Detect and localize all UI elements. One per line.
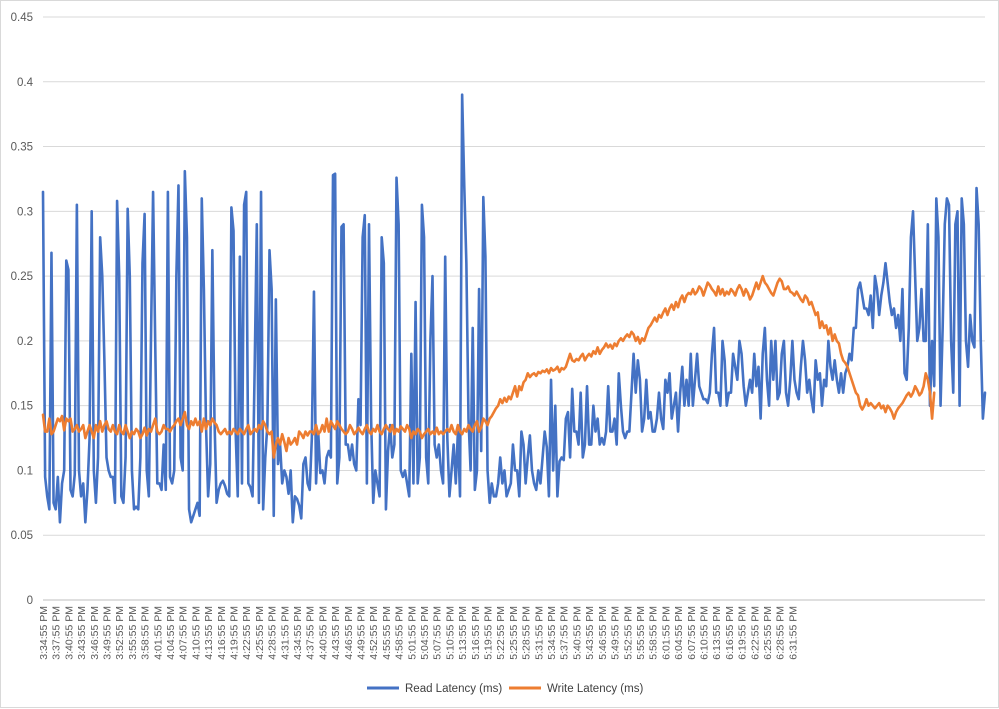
x-tick-label: 6:22:55 PM <box>749 606 761 660</box>
x-tick-label: 5:58:55 PM <box>648 606 660 660</box>
x-tick-label: 6:31:55 PM <box>787 606 799 660</box>
x-tick-label: 4:58:55 PM <box>394 606 406 660</box>
legend: Read Latency (ms) Write Latency (ms) <box>367 683 643 695</box>
x-tick-label: 4:31:55 PM <box>279 606 291 660</box>
x-tick-label: 6:28:55 PM <box>775 606 787 660</box>
x-tick-label: 5:43:55 PM <box>584 606 596 660</box>
x-tick-label: 4:52:55 PM <box>368 606 380 660</box>
y-tick-label: 0.15 <box>11 401 33 413</box>
x-tick-label: 5:19:55 PM <box>483 606 495 660</box>
x-tick-label: 6:10:55 PM <box>698 606 710 660</box>
x-tick-label: 3:43:55 PM <box>76 606 88 660</box>
x-tick-label: 5:37:55 PM <box>559 606 571 660</box>
x-tick-label: 4:19:55 PM <box>229 606 241 660</box>
x-tick-label: 3:40:55 PM <box>63 606 75 660</box>
x-tick-label: 5:13:55 PM <box>457 606 469 660</box>
y-tick-label: 0.35 <box>11 142 33 154</box>
x-tick-label: 5:01:55 PM <box>406 606 418 660</box>
x-tick-label: 4:34:55 PM <box>292 606 304 660</box>
x-tick-label: 4:22:55 PM <box>241 606 253 660</box>
x-tick-label: 4:10:55 PM <box>190 606 202 660</box>
x-tick-label: 3:55:55 PM <box>127 606 139 660</box>
x-tick-label: 4:07:55 PM <box>178 606 190 660</box>
x-tick-label: 5:07:55 PM <box>432 606 444 660</box>
legend-label-read: Read Latency (ms) <box>405 683 502 695</box>
x-tick-label: 3:34:55 PM <box>38 606 50 660</box>
x-axis-tick-labels: 3:34:55 PM 3:37:55 PM 3:40:55 PM 3:43:55 PM… <box>38 606 799 660</box>
y-tick-label: 0 <box>27 595 33 607</box>
x-tick-label: 4:04:55 PM <box>165 606 177 660</box>
x-tick-label: 5:28:55 PM <box>521 606 533 660</box>
x-tick-label: 5:04:55 PM <box>419 606 431 660</box>
y-axis-tick-labels: 0 0.05 0.1 0.15 0.2 0.25 0.3 0.35 0.4 0.45 <box>11 12 34 607</box>
x-tick-label: 5:10:55 PM <box>444 606 456 660</box>
x-tick-label: 4:49:55 PM <box>356 606 368 660</box>
x-tick-label: 3:46:55 PM <box>89 606 101 660</box>
series-line-read-latency <box>41 93 987 524</box>
x-tick-label: 6:13:55 PM <box>711 606 723 660</box>
series-lines <box>41 93 987 524</box>
x-tick-label: 4:55:55 PM <box>381 606 393 660</box>
x-tick-label: 3:49:55 PM <box>102 606 114 660</box>
y-tick-label: 0.1 <box>17 465 33 477</box>
x-tick-label: 4:37:55 PM <box>305 606 317 660</box>
y-tick-label: 0.25 <box>11 271 33 283</box>
x-tick-label: 4:28:55 PM <box>267 606 279 660</box>
x-tick-label: 6:07:55 PM <box>686 606 698 660</box>
x-tick-label: 4:16:55 PM <box>216 606 228 660</box>
legend-label-write: Write Latency (ms) <box>547 683 643 695</box>
x-tick-label: 6:25:55 PM <box>762 606 774 660</box>
x-tick-label: 5:46:55 PM <box>597 606 609 660</box>
series-line-write-latency <box>41 274 936 459</box>
x-tick-label: 5:16:55 PM <box>470 606 482 660</box>
x-tick-label: 5:31:55 PM <box>533 606 545 660</box>
x-tick-label: 6:19:55 PM <box>737 606 749 660</box>
x-tick-label: 5:55:55 PM <box>635 606 647 660</box>
x-tick-label: 3:37:55 PM <box>51 606 63 660</box>
x-tick-label: 4:43:55 PM <box>330 606 342 660</box>
x-tick-label: 5:25:55 PM <box>508 606 520 660</box>
x-tick-label: 6:01:55 PM <box>660 606 672 660</box>
x-tick-label: 3:58:55 PM <box>140 606 152 660</box>
x-tick-label: 5:34:55 PM <box>546 606 558 660</box>
x-tick-label: 3:52:55 PM <box>114 606 126 660</box>
x-tick-label: 4:13:55 PM <box>203 606 215 660</box>
y-tick-label: 0.3 <box>17 206 33 218</box>
x-tick-label: 6:04:55 PM <box>673 606 685 660</box>
x-tick-label: 5:22:55 PM <box>495 606 507 660</box>
x-tick-label: 4:01:55 PM <box>152 606 164 660</box>
y-tick-label: 0.05 <box>11 530 33 542</box>
y-tick-label: 0.45 <box>11 12 33 24</box>
y-tick-label: 0.2 <box>17 336 33 348</box>
x-tick-label: 6:16:55 PM <box>724 606 736 660</box>
y-tick-label: 0.4 <box>17 77 34 89</box>
x-tick-label: 5:49:55 PM <box>610 606 622 660</box>
x-tick-label: 4:25:55 PM <box>254 606 266 660</box>
x-tick-label: 5:52:55 PM <box>622 606 634 660</box>
x-tick-label: 4:40:55 PM <box>317 606 329 660</box>
x-tick-label: 5:40:55 PM <box>571 606 583 660</box>
x-tick-label: 4:46:55 PM <box>343 606 355 660</box>
